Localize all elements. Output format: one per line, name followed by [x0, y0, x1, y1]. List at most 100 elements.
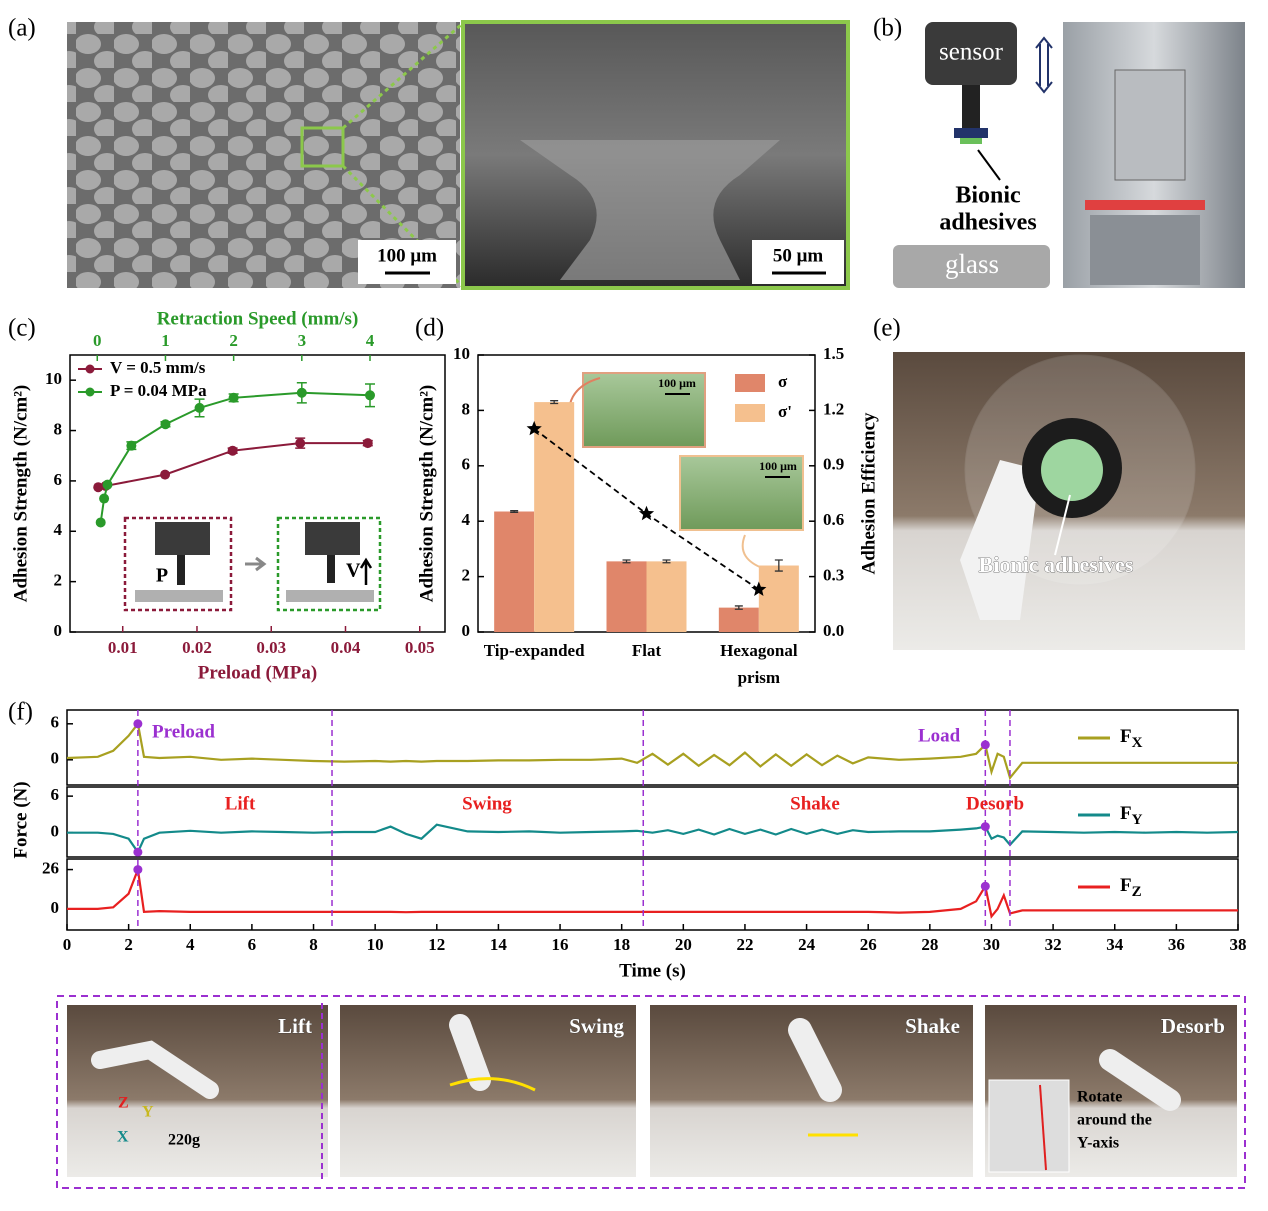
- x-tick-label: 38: [1230, 935, 1247, 954]
- bar: [606, 561, 647, 632]
- photo: [340, 1005, 636, 1177]
- inset-label: V: [346, 560, 361, 582]
- error-bar: [622, 559, 631, 564]
- point: [194, 402, 205, 413]
- error-bar: [550, 400, 559, 405]
- y-tick-label: 4: [54, 520, 63, 539]
- point: [93, 482, 104, 493]
- point: [362, 438, 373, 449]
- x2-tick-label: 4: [366, 331, 375, 350]
- robot-arm: [449, 1014, 491, 1091]
- tester-head: [1114, 69, 1186, 181]
- inset-photo: [679, 455, 804, 531]
- adhesive-label: Bionic: [955, 183, 1021, 209]
- holder: [954, 128, 988, 138]
- y-tick-label: 8: [54, 419, 63, 438]
- x-tick-label: 36: [1168, 935, 1185, 954]
- mass-label: 220g: [168, 1132, 200, 1149]
- x2-tick-label: 2: [229, 331, 238, 350]
- y2-axis-label: Adhesion Efficiency: [858, 412, 879, 575]
- scale-bar-box: [752, 240, 844, 284]
- x-tick-label: 0: [63, 935, 72, 954]
- x-tick-label: 6: [248, 935, 257, 954]
- arrow: [569, 377, 601, 405]
- photo-label: Desorb: [1161, 1014, 1225, 1038]
- panel-label: (a): [8, 15, 36, 42]
- y2-tick-label: 0.6: [823, 510, 844, 529]
- legend-swatch: [735, 404, 765, 422]
- adhesive: [1041, 439, 1103, 501]
- sensor: [305, 522, 360, 555]
- legend-swatch: [735, 374, 765, 392]
- legend-marker: [85, 387, 95, 397]
- annotation: Rotate: [1077, 1089, 1122, 1106]
- x-tick-label: 12: [428, 935, 445, 954]
- x-tick-label: 20: [675, 935, 692, 954]
- x-tick-label: 4: [186, 935, 195, 954]
- x-tick-label: 0.02: [182, 638, 212, 657]
- plot-frame: [66, 786, 1239, 858]
- x-tick-label: 26: [860, 935, 877, 954]
- x-axis-label: Preload (MPa): [198, 662, 317, 683]
- phase-label: Shake: [790, 793, 840, 814]
- point: [99, 493, 110, 504]
- annotation: Preload: [152, 721, 215, 742]
- x-tick-label: 30: [983, 935, 1000, 954]
- inset-photo: [582, 372, 706, 448]
- point: [160, 419, 171, 430]
- y2-tick-label: 0.9: [823, 455, 844, 474]
- star-point: [526, 420, 542, 436]
- x-tick-label: 14: [490, 935, 508, 954]
- pointer: [1054, 494, 1071, 556]
- robot-arm: [1099, 1049, 1181, 1111]
- y-tick-label: 6: [462, 455, 471, 474]
- scale-bar-label: 50 μm: [773, 245, 824, 266]
- motion-arrow: [1035, 36, 1053, 94]
- robot-arm: [788, 1018, 842, 1102]
- y-tick-label: 0: [54, 621, 63, 640]
- y-tick-label: 6: [51, 713, 60, 732]
- y-tick-label: 6: [51, 785, 60, 804]
- force-line: [67, 865, 1238, 919]
- phase-label: Swing: [462, 793, 512, 814]
- point: [295, 438, 306, 449]
- adhesive-label: Bionic adhesives: [979, 552, 1134, 577]
- x-tick-label: 18: [613, 935, 630, 954]
- error-bar: [510, 510, 519, 513]
- rotation-axis: [1039, 1084, 1047, 1171]
- x-axis-label: Time (s): [619, 960, 686, 981]
- axis-label: Z: [118, 1095, 129, 1112]
- x-tick-label: 0.01: [108, 638, 138, 657]
- legend-marker: [85, 364, 95, 374]
- point: [227, 445, 238, 456]
- arrow: [741, 534, 769, 571]
- tester-plate: [1085, 200, 1205, 210]
- error-bar: [734, 605, 743, 610]
- adhesive: [960, 138, 982, 144]
- x2-axis-label: Retraction Speed (mm/s): [157, 308, 359, 329]
- y-tick-label: 10: [45, 369, 62, 388]
- bar: [758, 565, 799, 632]
- annotation: Y-axis: [1077, 1135, 1119, 1152]
- star-point: [751, 581, 767, 596]
- y-tick-label: 2: [462, 566, 471, 585]
- panel-label: (f): [8, 699, 33, 726]
- point: [160, 469, 171, 480]
- x-tick-label: 0.04: [331, 638, 361, 657]
- scale-bar-box: [358, 240, 456, 284]
- panel-label: (d): [415, 315, 444, 342]
- plot-frame: [66, 709, 1239, 786]
- legend-label: σ: [778, 372, 788, 391]
- bar: [646, 561, 687, 632]
- inset-photo: [988, 1079, 1070, 1173]
- legend-label: σ': [778, 402, 792, 421]
- sensor-label: sensor: [939, 39, 1004, 66]
- y-axis-label: Force (N): [10, 781, 31, 858]
- plot-frame: [69, 354, 446, 633]
- x-tick-label: 0.05: [405, 638, 435, 657]
- annotation: around the: [1077, 1112, 1152, 1129]
- y-axis-label: Adhesion Strength (N/cm²): [416, 385, 437, 603]
- x-tick-label: 16: [552, 935, 569, 954]
- photo-label: Lift: [278, 1014, 312, 1038]
